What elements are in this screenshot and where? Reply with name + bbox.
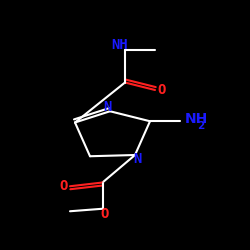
Text: N: N [133,152,142,166]
Text: NH: NH [112,38,128,52]
Text: 2: 2 [198,121,205,131]
Text: N: N [103,100,112,114]
Text: O: O [101,207,109,221]
Text: O: O [157,83,166,97]
Text: NH: NH [185,112,208,126]
Text: O: O [60,179,68,193]
